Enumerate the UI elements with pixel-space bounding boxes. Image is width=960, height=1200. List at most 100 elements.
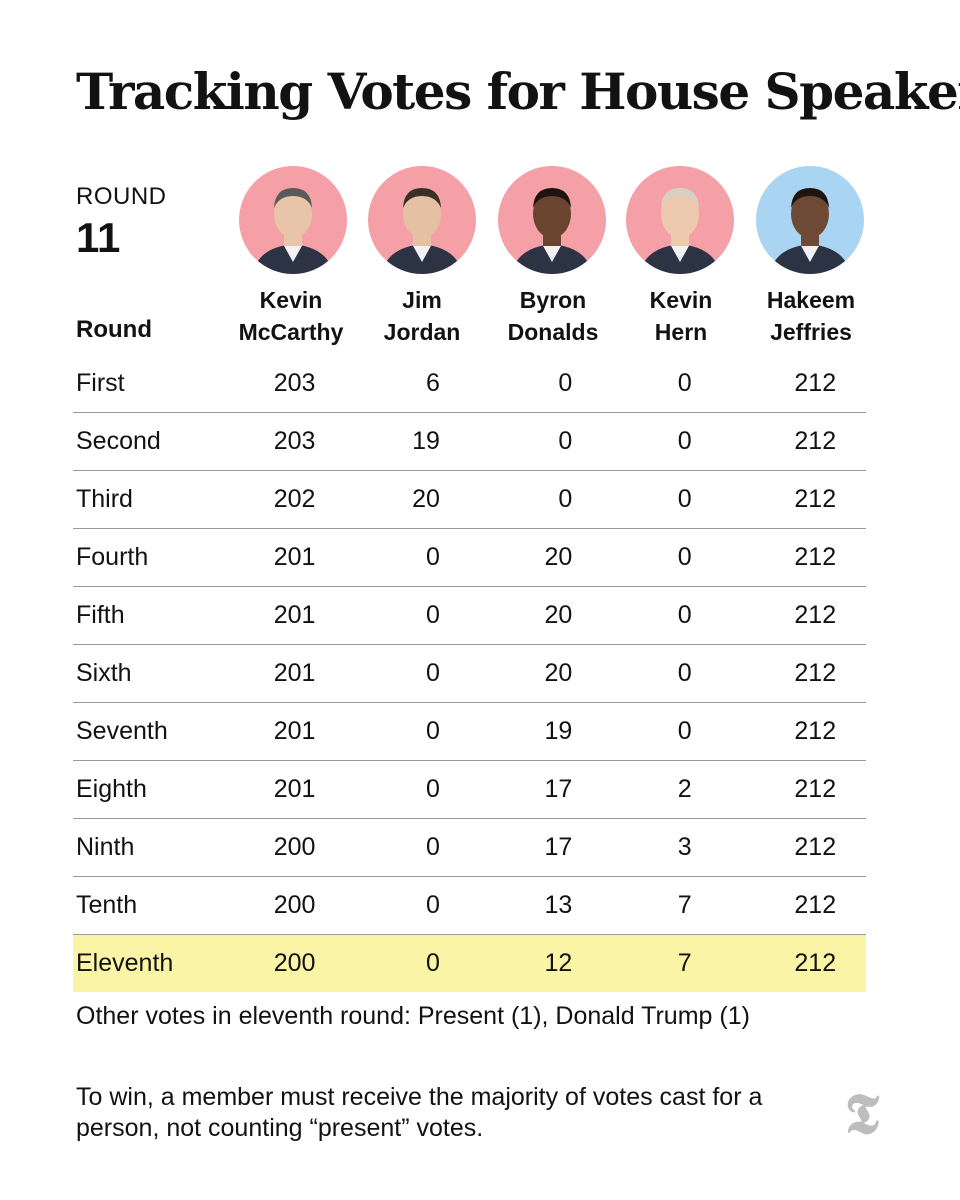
candidate-first-name: Byron xyxy=(519,287,587,313)
vote-count-cell: 17 xyxy=(439,760,573,819)
candidate-first-name: Kevin xyxy=(259,287,323,313)
nyt-logo-icon: 𝕿 xyxy=(844,1081,880,1147)
candidate-last-name: Hern xyxy=(654,319,708,345)
vote-count-cell: 0 xyxy=(315,876,440,935)
vote-count-cell: 0 xyxy=(315,528,440,587)
vote-count-cell: 202 xyxy=(225,470,316,529)
round-name-cell: Fourth xyxy=(73,528,226,587)
vote-count-cell: 212 xyxy=(691,702,837,761)
candidate-first-name: Kevin xyxy=(649,287,713,313)
vote-count-cell: 201 xyxy=(225,528,316,587)
row-padding-cell xyxy=(836,586,866,645)
round-name-cell: Third xyxy=(73,470,226,529)
avatar-byron-donalds xyxy=(498,166,606,274)
vote-count-cell: 13 xyxy=(439,876,573,935)
table-row: Fifth 201 0 20 0 212 xyxy=(73,586,866,645)
vote-count-cell: 0 xyxy=(315,818,440,877)
vote-count-cell: 0 xyxy=(572,412,692,471)
vote-count-cell: 212 xyxy=(691,760,837,819)
candidate-name: Kevin McCarthy xyxy=(221,284,361,348)
round-name-cell: First xyxy=(73,355,226,413)
vote-count-cell: 0 xyxy=(439,355,573,413)
win-rule-note: To win, a member must receive the majori… xyxy=(76,1083,763,1142)
candidate-last-name: Jordan xyxy=(383,319,461,345)
vote-count-cell: 2 xyxy=(572,760,692,819)
vote-count-cell: 0 xyxy=(315,934,440,992)
round-name-cell: Eighth xyxy=(73,760,226,819)
table-row: Seventh 201 0 19 0 212 xyxy=(73,702,866,761)
vote-count-cell: 0 xyxy=(572,644,692,703)
row-padding-cell xyxy=(836,818,866,877)
row-padding-cell xyxy=(836,702,866,761)
round-name-cell: Eleventh xyxy=(73,934,226,992)
vote-count-cell: 0 xyxy=(315,586,440,645)
vote-count-cell: 200 xyxy=(225,876,316,935)
table-row: Eleventh 200 0 12 7 212 xyxy=(73,934,866,992)
table-row: Eighth 201 0 17 2 212 xyxy=(73,760,866,819)
table-row: Third 202 20 0 0 212 xyxy=(73,470,866,529)
other-votes-note: Other votes in eleventh round: Present (… xyxy=(76,1002,750,1030)
vote-count-cell: 212 xyxy=(691,355,837,413)
avatar-jim-jordan xyxy=(368,166,476,274)
row-padding-cell xyxy=(836,412,866,471)
vote-count-cell: 212 xyxy=(691,470,837,529)
round-name-cell: Second xyxy=(73,412,226,471)
table-row: Fourth 201 0 20 0 212 xyxy=(73,528,866,587)
table-row: First 203 6 0 0 212 xyxy=(73,355,866,413)
row-padding-cell xyxy=(836,876,866,935)
vote-count-cell: 20 xyxy=(315,470,440,529)
row-padding-cell xyxy=(836,644,866,703)
vote-count-cell: 212 xyxy=(691,818,837,877)
vote-count-cell: 7 xyxy=(572,876,692,935)
vote-count-cell: 20 xyxy=(439,528,573,587)
vote-count-cell: 212 xyxy=(691,934,837,992)
vote-count-cell: 17 xyxy=(439,818,573,877)
vote-count-cell: 200 xyxy=(225,934,316,992)
round-name-cell: Ninth xyxy=(73,818,226,877)
candidate-first-name: Jim xyxy=(402,287,442,313)
avatar-kevin-hern xyxy=(626,166,734,274)
vote-count-cell: 0 xyxy=(572,470,692,529)
vote-count-cell: 201 xyxy=(225,760,316,819)
row-padding-cell xyxy=(836,760,866,819)
vote-count-cell: 201 xyxy=(225,586,316,645)
candidate-name: Kevin Hern xyxy=(611,284,751,348)
round-column-header: Round xyxy=(76,316,152,343)
vote-count-cell: 212 xyxy=(691,528,837,587)
vote-count-cell: 20 xyxy=(439,586,573,645)
vote-count-cell: 203 xyxy=(225,412,316,471)
round-number: 11 xyxy=(76,214,121,261)
vote-count-cell: 0 xyxy=(439,470,573,529)
table-row: Second 203 19 0 0 212 xyxy=(73,412,866,471)
vote-count-cell: 212 xyxy=(691,876,837,935)
row-padding-cell xyxy=(836,470,866,529)
vote-count-cell: 20 xyxy=(439,644,573,703)
row-padding-cell xyxy=(836,355,866,413)
vote-count-cell: 0 xyxy=(315,760,440,819)
candidate-first-name: Hakeem xyxy=(766,287,856,313)
vote-count-cell: 201 xyxy=(225,644,316,703)
vote-count-cell: 19 xyxy=(439,702,573,761)
vote-count-cell: 7 xyxy=(572,934,692,992)
vote-count-cell: 19 xyxy=(315,412,440,471)
vote-count-cell: 12 xyxy=(439,934,573,992)
avatar-hakeem-jeffries xyxy=(756,166,864,274)
candidate-last-name: McCarthy xyxy=(238,319,344,345)
vote-count-cell: 203 xyxy=(225,355,316,413)
avatar-kevin-mccarthy xyxy=(239,166,347,274)
row-padding-cell xyxy=(836,934,866,992)
table-row: Tenth 200 0 13 7 212 xyxy=(73,876,866,935)
table-row: Ninth 200 0 17 3 212 xyxy=(73,818,866,877)
round-name-cell: Sixth xyxy=(73,644,226,703)
candidate-name: Hakeem Jeffries xyxy=(741,284,881,348)
vote-count-cell: 212 xyxy=(691,644,837,703)
round-name-cell: Tenth xyxy=(73,876,226,935)
votes-table: First 203 6 0 0 212 Second 203 19 0 0 212 Third 202 20… xyxy=(73,355,866,992)
table-row: Sixth 201 0 20 0 212 xyxy=(73,644,866,703)
vote-count-cell: 212 xyxy=(691,412,837,471)
vote-count-cell: 0 xyxy=(572,528,692,587)
vote-count-cell: 3 xyxy=(572,818,692,877)
vote-count-cell: 200 xyxy=(225,818,316,877)
round-name-cell: Fifth xyxy=(73,586,226,645)
vote-count-cell: 0 xyxy=(315,644,440,703)
